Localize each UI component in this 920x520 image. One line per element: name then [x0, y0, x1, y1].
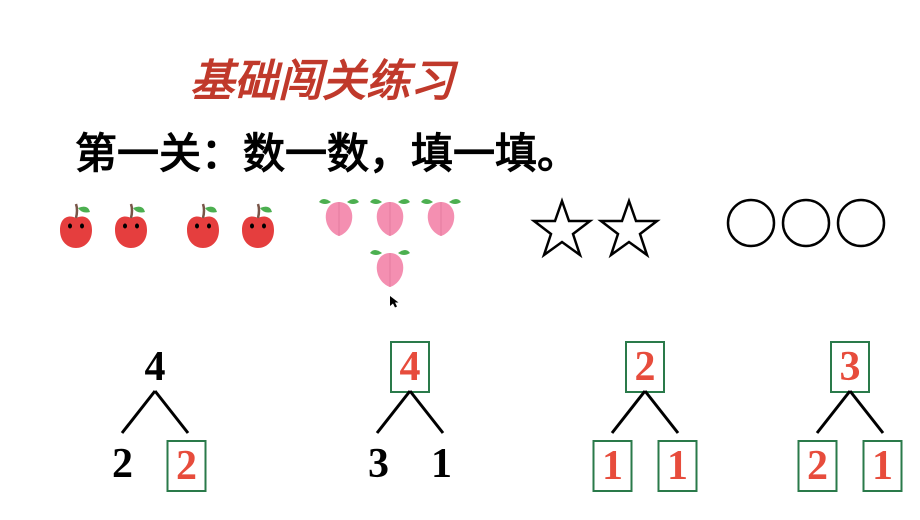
- star-icon: [597, 197, 661, 261]
- tree-bottom-numbers: 3 1: [360, 440, 461, 488]
- tree-number: 1: [658, 440, 698, 492]
- peach-icon: [366, 241, 414, 289]
- tree-number: 3: [360, 440, 398, 488]
- peach-icon: [315, 190, 363, 238]
- tree-number: 1: [593, 440, 633, 492]
- tree-bottom-numbers: 2 1: [798, 440, 903, 492]
- tree-number: 2: [104, 440, 142, 492]
- tree-number: 2: [798, 440, 838, 492]
- tree-row: 4 2 2 4 3 1 2 1 1 3 2 1: [0, 340, 920, 520]
- icons-row: [0, 185, 920, 305]
- circle-icon: [780, 197, 832, 249]
- circle-group: [725, 197, 887, 249]
- tree-top-number: 2: [625, 340, 665, 393]
- tree-number: 4: [390, 341, 430, 393]
- number-bond-tree: 2 1 1: [565, 340, 725, 500]
- tree-bottom-numbers: 1 1: [593, 440, 698, 492]
- branch-lines: [110, 388, 200, 436]
- tree-top-number: 4: [390, 340, 430, 393]
- branch-lines: [365, 388, 455, 436]
- tree-number: 2: [625, 341, 665, 393]
- page-title: 基础闯关练习: [190, 45, 454, 109]
- number-bond-tree: 4 3 1: [330, 340, 490, 500]
- number-bond-tree: 4 2 2: [75, 340, 235, 500]
- star-icon: [530, 197, 594, 261]
- tree-number: 4: [145, 344, 166, 390]
- tree-number: 2: [167, 440, 207, 492]
- circle-icon: [835, 197, 887, 249]
- branch-lines: [805, 388, 895, 436]
- tree-bottom-numbers: 2 2: [104, 440, 207, 492]
- apple-icon: [177, 200, 229, 252]
- apple-icon: [105, 200, 157, 252]
- tree-top-number: 4: [145, 340, 166, 391]
- star-group: [530, 197, 661, 261]
- tree-number: 3: [830, 341, 870, 393]
- peach-icon: [417, 190, 465, 238]
- number-bond-tree: 3 2 1: [770, 340, 920, 500]
- apple-icon: [50, 200, 102, 252]
- tree-top-number: 3: [830, 340, 870, 393]
- tree-number: 1: [423, 440, 461, 488]
- circle-icon: [725, 197, 777, 249]
- level-subtitle: 第一关：数一数，填一填。: [75, 120, 579, 181]
- tree-number: 1: [863, 440, 903, 492]
- branch-lines: [600, 388, 690, 436]
- apple-group: [50, 200, 284, 252]
- presenter-cursor-icon: [390, 295, 400, 307]
- apple-icon: [232, 200, 284, 252]
- peach-icon: [366, 190, 414, 238]
- peach-group: [310, 190, 470, 294]
